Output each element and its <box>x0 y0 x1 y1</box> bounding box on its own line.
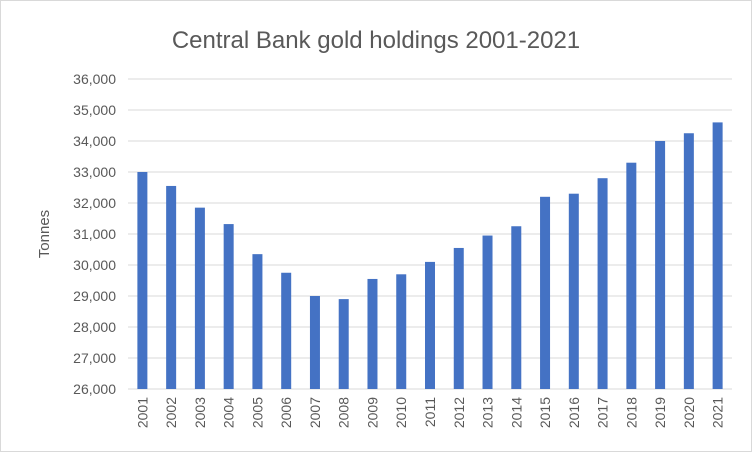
x-tick-label: 2009 <box>364 397 380 428</box>
bar-2013 <box>482 235 493 389</box>
y-tick-label: 26,000 <box>73 381 116 397</box>
x-axis-ticks: 2001 2002 2003 2004 2005 2006 2007 2008 2009 2010… <box>134 397 725 428</box>
y-axis-ticks: 26,000 27,000 28,000 29,000 30,000 31,000 32,0… <box>73 71 116 397</box>
x-tick-label: 2006 <box>278 397 294 428</box>
x-tick-label: 2018 <box>623 397 639 428</box>
y-tick-label: 33,000 <box>73 164 116 180</box>
x-tick-label: 2014 <box>508 397 524 428</box>
bar-2017 <box>597 178 608 389</box>
y-tick-label: 35,000 <box>73 102 116 118</box>
x-tick-label: 2003 <box>192 397 208 428</box>
bar-2009 <box>367 278 378 389</box>
bar-2005 <box>252 254 263 389</box>
x-tick-label: 2015 <box>537 397 553 428</box>
x-tick-label: 2010 <box>393 397 409 428</box>
x-tick-label: 2016 <box>566 397 582 428</box>
y-tick-label: 29,000 <box>73 288 116 304</box>
x-tick-label: 2020 <box>681 397 697 428</box>
x-tick-label: 2011 <box>422 397 438 427</box>
x-tick-label: 2007 <box>307 397 323 428</box>
x-tick-label: 2019 <box>652 397 668 428</box>
bar-2021 <box>712 122 723 390</box>
bar-2006 <box>281 272 292 389</box>
bar-2014 <box>511 226 522 389</box>
y-tick-label: 30,000 <box>73 257 116 273</box>
x-tick-label: 2012 <box>451 397 467 428</box>
bar-2012 <box>453 247 464 389</box>
y-tick-label: 31,000 <box>73 226 116 242</box>
bar-2018 <box>626 162 637 389</box>
x-tick-label: 2004 <box>221 397 237 428</box>
bar-2001 <box>137 172 148 389</box>
x-tick-label: 2013 <box>480 397 496 428</box>
y-axis-title: Tonnes <box>36 210 53 258</box>
bar-2008 <box>338 299 349 389</box>
bar-2010 <box>396 274 407 389</box>
x-tick-label: 2017 <box>595 397 611 428</box>
bar-2015 <box>540 196 551 389</box>
bar-2002 <box>166 185 177 389</box>
y-tick-label: 28,000 <box>73 319 116 335</box>
y-tick-label: 27,000 <box>73 350 116 366</box>
bar-2007 <box>309 296 320 389</box>
x-tick-label: 2021 <box>710 397 726 428</box>
bar-2020 <box>683 133 694 389</box>
x-tick-label: 2001 <box>134 397 150 428</box>
bar-2003 <box>194 207 205 389</box>
chart-title: Central Bank gold holdings 2001-2021 <box>172 27 580 54</box>
bar-2004 <box>223 224 234 389</box>
x-tick-label: 2002 <box>163 397 179 428</box>
x-tick-label: 2005 <box>249 397 265 428</box>
y-tick-label: 32,000 <box>73 195 116 211</box>
y-tick-label: 36,000 <box>73 71 116 87</box>
x-tick-label: 2008 <box>336 397 352 428</box>
bars <box>137 122 723 390</box>
bar-2016 <box>568 193 579 389</box>
bar-2019 <box>655 141 666 389</box>
y-tick-label: 34,000 <box>73 133 116 149</box>
bar-2011 <box>425 261 435 389</box>
